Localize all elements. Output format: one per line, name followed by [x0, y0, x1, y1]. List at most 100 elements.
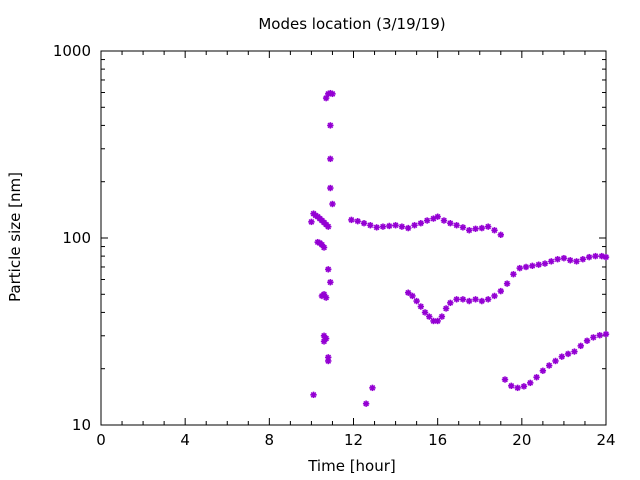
data-point: [583, 337, 591, 345]
data-point: [585, 253, 593, 261]
data-point: [558, 353, 566, 360]
data-point: [453, 296, 460, 303]
data-point: [329, 90, 336, 98]
data-point: [392, 222, 399, 229]
data-point: [329, 200, 336, 208]
data-point: [564, 350, 572, 358]
data-point: [369, 384, 376, 392]
chart-title: Modes location (3/19/19): [258, 15, 445, 33]
data-point: [466, 227, 473, 234]
data-point: [459, 296, 467, 303]
data-point: [533, 374, 540, 381]
data-point: [516, 264, 523, 272]
data-point: [442, 305, 450, 312]
data-point: [529, 262, 536, 270]
plot-frame: [100, 50, 607, 426]
data-point: [497, 231, 504, 239]
x-tick-label: 24: [596, 431, 615, 449]
data-point: [398, 223, 406, 230]
x-tick-label: 8: [265, 431, 275, 449]
data-point: [560, 254, 568, 262]
data-point: [472, 225, 479, 232]
data-point: [577, 342, 584, 350]
data-point: [545, 362, 553, 369]
data-point: [379, 223, 387, 230]
data-point: [484, 223, 492, 230]
data-point: [522, 263, 530, 271]
data-point: [405, 224, 412, 232]
points-layer: [308, 89, 610, 407]
data-point: [590, 334, 597, 341]
data-point: [426, 313, 433, 320]
ticks-layer: 0 4 8 12 16 20 24 10 100 1000: [53, 42, 616, 449]
data-point: [484, 296, 492, 303]
data-point: [327, 155, 334, 163]
data-point: [310, 391, 317, 399]
data-point: [508, 382, 515, 390]
data-point: [434, 213, 441, 220]
data-point: [327, 122, 334, 129]
data-point: [386, 222, 393, 230]
x-axis-label: Time [hour]: [307, 457, 396, 475]
data-point: [503, 280, 511, 287]
data-point: [478, 224, 486, 232]
data-point: [438, 313, 446, 320]
data-point: [423, 217, 431, 224]
y-tick-label: 1000: [53, 42, 91, 60]
data-point: [327, 279, 334, 286]
data-point: [548, 258, 555, 265]
y-tick-label: 100: [62, 229, 91, 247]
data-point: [434, 317, 441, 325]
x-tick-label: 16: [428, 431, 447, 449]
data-point: [453, 222, 460, 229]
data-point: [541, 260, 549, 267]
data-point: [602, 253, 610, 261]
data-point: [413, 297, 420, 305]
data-point: [491, 227, 498, 234]
data-point: [552, 357, 559, 365]
data-point: [527, 379, 534, 387]
data-point: [417, 219, 425, 227]
data-point: [354, 217, 361, 225]
data-point: [411, 222, 418, 229]
data-point: [514, 384, 521, 392]
data-point: [308, 218, 315, 226]
y-tick-label: 10: [72, 416, 91, 434]
data-point: [459, 224, 467, 231]
x-tick-label: 20: [512, 431, 531, 449]
data-point: [320, 338, 328, 345]
data-point: [571, 348, 578, 355]
data-point: [510, 271, 517, 278]
data-point: [579, 256, 587, 263]
y-axis-label: Particle size [nm]: [6, 172, 24, 302]
x-tick-label: 0: [96, 431, 106, 449]
data-point: [447, 219, 454, 227]
data-point: [478, 297, 486, 305]
data-point: [554, 256, 561, 263]
data-point: [318, 292, 326, 300]
data-point: [466, 297, 473, 305]
data-point: [325, 266, 332, 273]
data-point: [520, 383, 528, 390]
data-point: [440, 217, 448, 224]
data-point: [362, 400, 370, 407]
data-point: [539, 367, 547, 374]
data-point: [325, 223, 332, 230]
data-point: [472, 296, 479, 303]
data-point: [501, 376, 509, 383]
data-point: [421, 309, 429, 316]
data-point: [602, 330, 610, 338]
data-point: [567, 257, 574, 264]
data-point: [325, 357, 332, 365]
x-tick-label: 4: [180, 431, 190, 449]
data-point: [417, 303, 425, 310]
data-point: [373, 224, 380, 231]
data-point: [360, 219, 368, 227]
data-point: [327, 184, 334, 192]
data-point: [367, 222, 374, 229]
data-point: [447, 299, 454, 307]
data-point: [497, 287, 504, 295]
data-point: [596, 332, 603, 339]
